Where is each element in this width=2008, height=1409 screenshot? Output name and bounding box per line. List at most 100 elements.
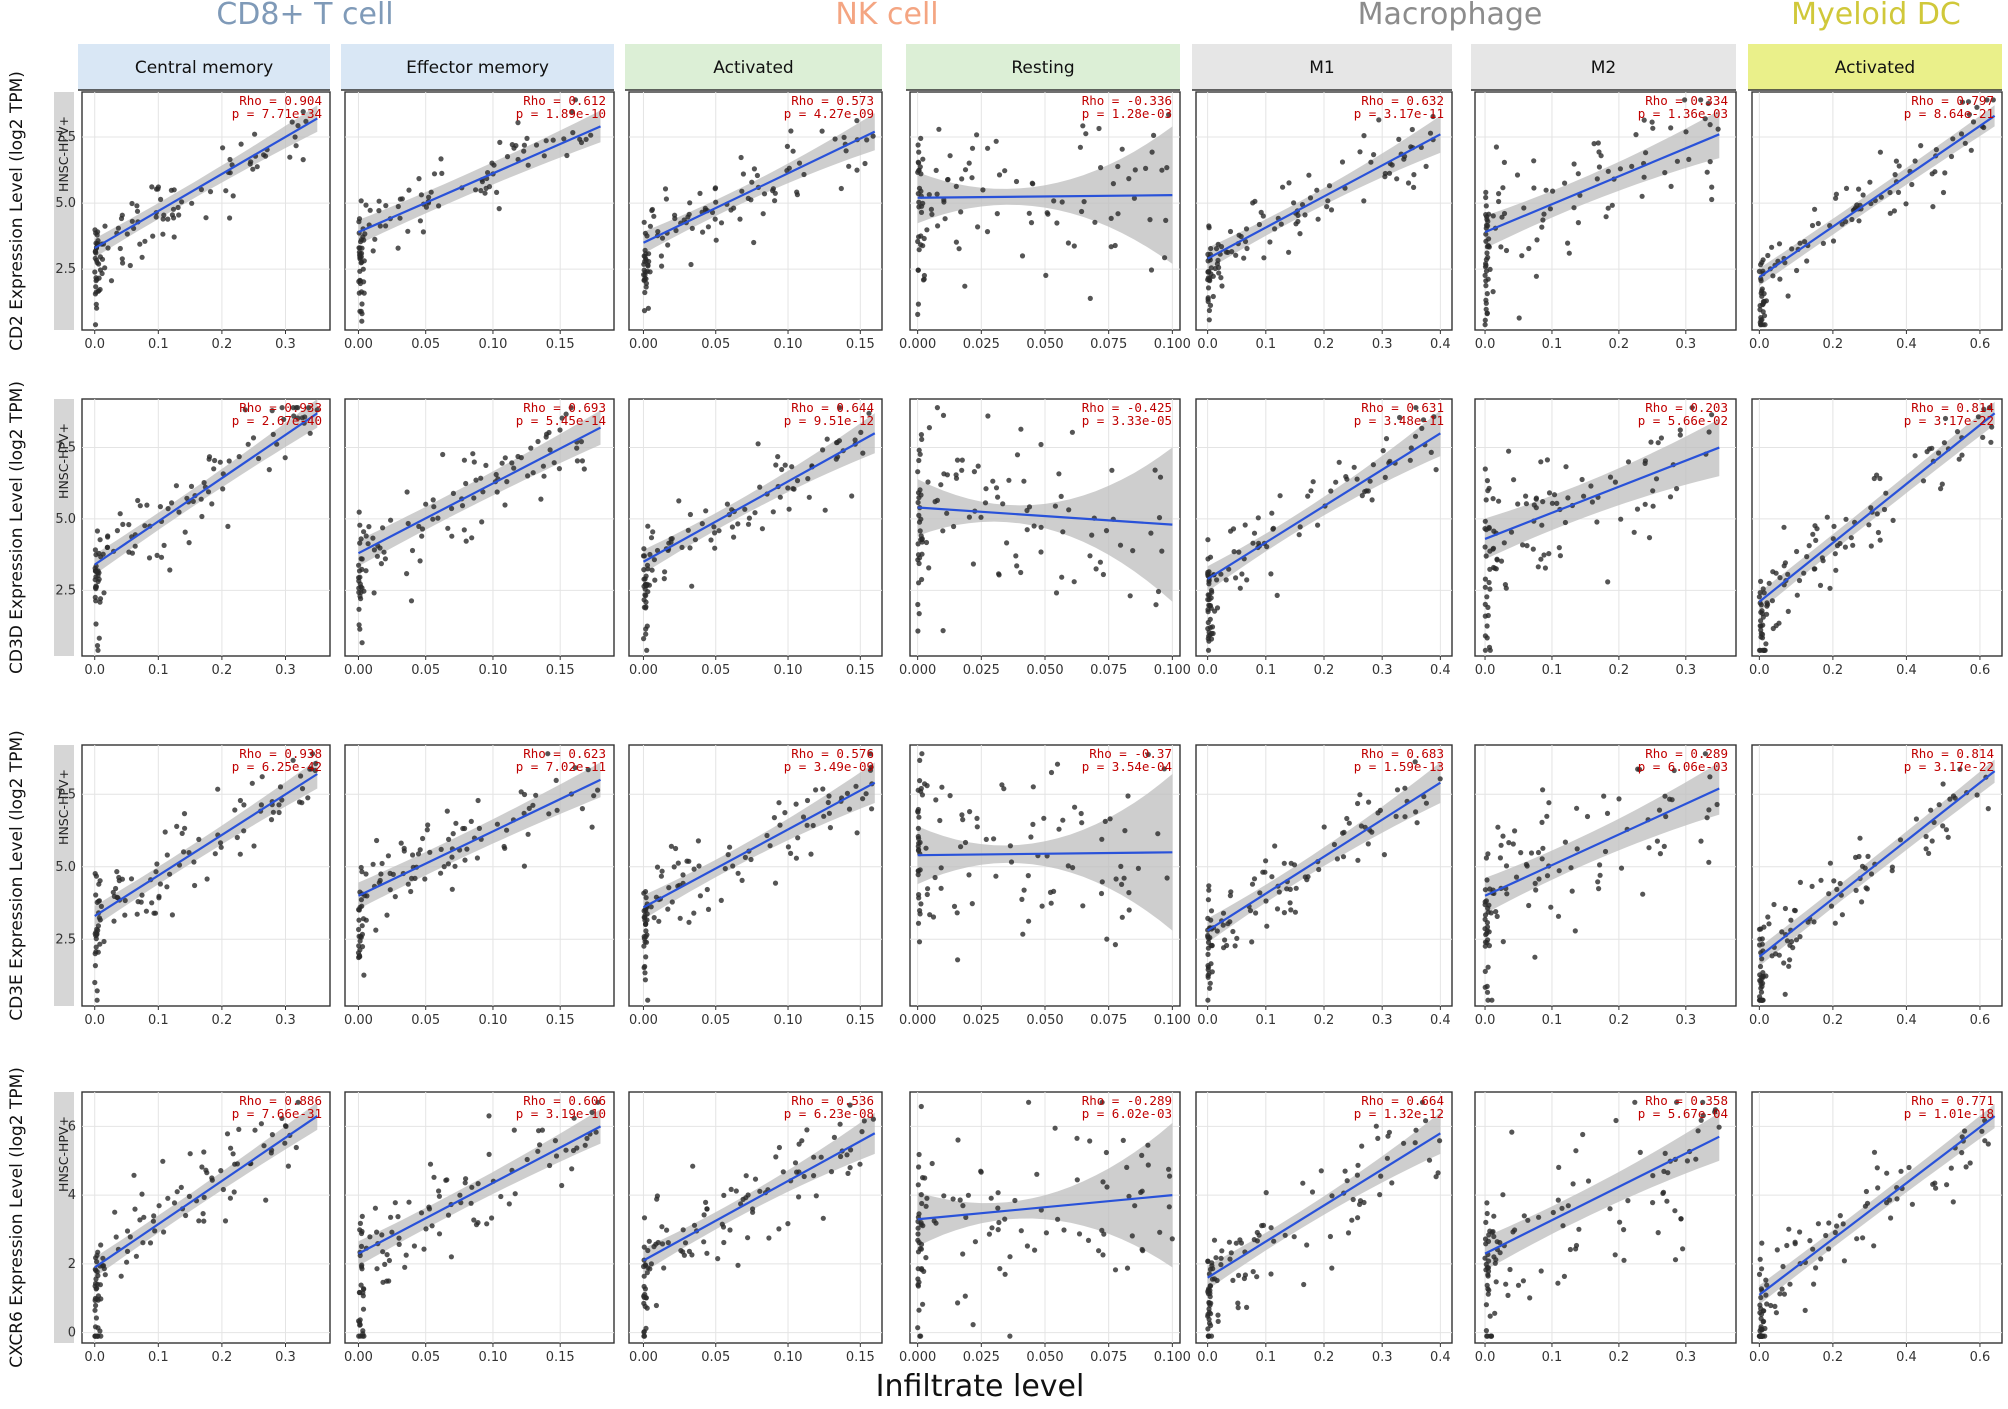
- data-point: [721, 1192, 727, 1198]
- data-point: [1484, 594, 1490, 600]
- data-point: [1662, 170, 1668, 176]
- x-tick-label: 0.3: [1372, 337, 1393, 352]
- data-point: [1579, 476, 1585, 483]
- data-point: [1043, 272, 1049, 278]
- data-point: [1871, 1243, 1877, 1249]
- data-point: [162, 829, 168, 835]
- data-point: [1639, 193, 1645, 199]
- data-point: [441, 864, 447, 870]
- data-point: [92, 1297, 98, 1303]
- data-point: [232, 1161, 238, 1167]
- data-point: [659, 868, 665, 874]
- data-point: [1833, 195, 1839, 201]
- data-point: [1126, 907, 1132, 913]
- data-point: [1482, 584, 1488, 590]
- data-point: [782, 810, 788, 816]
- data-point: [965, 1192, 972, 1198]
- x-tick-label: 0.075: [1090, 1350, 1127, 1365]
- data-point: [1605, 579, 1611, 585]
- data-point: [285, 1163, 291, 1169]
- data-point: [1491, 1233, 1497, 1240]
- p-value-annotation: p = 5.66e-02: [1638, 413, 1728, 428]
- regression-line: [1484, 1135, 1720, 1255]
- regression-line: [94, 1115, 318, 1269]
- data-point: [1000, 501, 1006, 507]
- regression-line: [357, 1125, 602, 1255]
- data-point: [916, 447, 922, 453]
- data-point: [1156, 515, 1163, 521]
- data-point: [1135, 865, 1141, 872]
- x-tick-label: 0.05: [701, 337, 730, 352]
- data-point: [1535, 849, 1542, 856]
- data-point: [1988, 439, 1994, 445]
- data-point: [363, 568, 369, 574]
- data-point: [312, 767, 318, 774]
- data-point: [1839, 221, 1845, 227]
- data-point: [1411, 172, 1417, 178]
- data-point: [222, 1218, 229, 1224]
- data-point: [232, 807, 238, 813]
- x-tick-label: 0.10: [478, 663, 507, 678]
- data-point: [509, 460, 515, 466]
- data-point: [1065, 863, 1071, 869]
- data-point: [1865, 853, 1871, 860]
- data-point: [917, 908, 923, 914]
- data-point: [356, 290, 362, 296]
- data-point: [1613, 1117, 1619, 1124]
- data-point: [1209, 624, 1216, 630]
- data-point: [796, 1141, 802, 1147]
- data-point: [1492, 1310, 1498, 1316]
- data-point: [1274, 906, 1281, 912]
- data-point: [568, 405, 574, 411]
- x-tick-label: 0.3: [1372, 1013, 1393, 1028]
- data-point: [1757, 590, 1763, 596]
- data-point: [367, 1234, 373, 1240]
- data-point: [1038, 524, 1044, 530]
- data-point: [1397, 414, 1403, 421]
- data-point: [1018, 1228, 1024, 1234]
- data-point: [1649, 119, 1655, 125]
- data-point: [358, 308, 364, 314]
- data-point: [746, 515, 753, 521]
- panel-header-strip: [78, 44, 330, 90]
- x-tick-label: 0.050: [1026, 1013, 1063, 1028]
- data-point: [1500, 833, 1506, 839]
- data-point: [1226, 1239, 1232, 1245]
- data-point: [1780, 1263, 1786, 1270]
- data-point: [569, 1166, 575, 1172]
- data-point: [940, 628, 946, 634]
- p-value-annotation: p = 6.25e-42: [232, 759, 322, 774]
- data-point: [1758, 602, 1764, 608]
- data-point: [360, 1306, 367, 1312]
- data-point: [1483, 231, 1489, 237]
- data-point: [1496, 498, 1502, 504]
- data-point: [776, 1144, 783, 1151]
- data-point: [1045, 211, 1051, 217]
- data-point: [440, 451, 446, 458]
- x-tick-label: 0.100: [1154, 1350, 1191, 1365]
- data-point: [1815, 1221, 1821, 1227]
- data-point: [1544, 813, 1550, 819]
- data-point: [1054, 220, 1060, 226]
- data-point: [1251, 530, 1258, 536]
- data-point: [1950, 1199, 1956, 1205]
- data-point: [1773, 570, 1779, 576]
- data-point: [844, 1152, 850, 1158]
- data-point: [1382, 174, 1388, 180]
- data-point: [1797, 240, 1803, 246]
- data-point: [1684, 1158, 1690, 1164]
- data-point: [361, 290, 367, 296]
- data-point: [363, 202, 369, 208]
- x-tick-label: 0.1: [148, 1350, 169, 1365]
- data-point: [357, 1322, 363, 1328]
- data-point: [1689, 405, 1695, 411]
- data-point: [1674, 1099, 1680, 1105]
- data-point: [1254, 1274, 1260, 1280]
- data-point: [426, 1206, 433, 1212]
- data-point: [283, 1123, 289, 1129]
- row-cd2: CD2 Expression Level (log2 TPM) HNSC-HPV+…: [7, 71, 2003, 352]
- data-point: [1555, 913, 1562, 919]
- data-point: [486, 184, 493, 190]
- data-point: [228, 1145, 234, 1151]
